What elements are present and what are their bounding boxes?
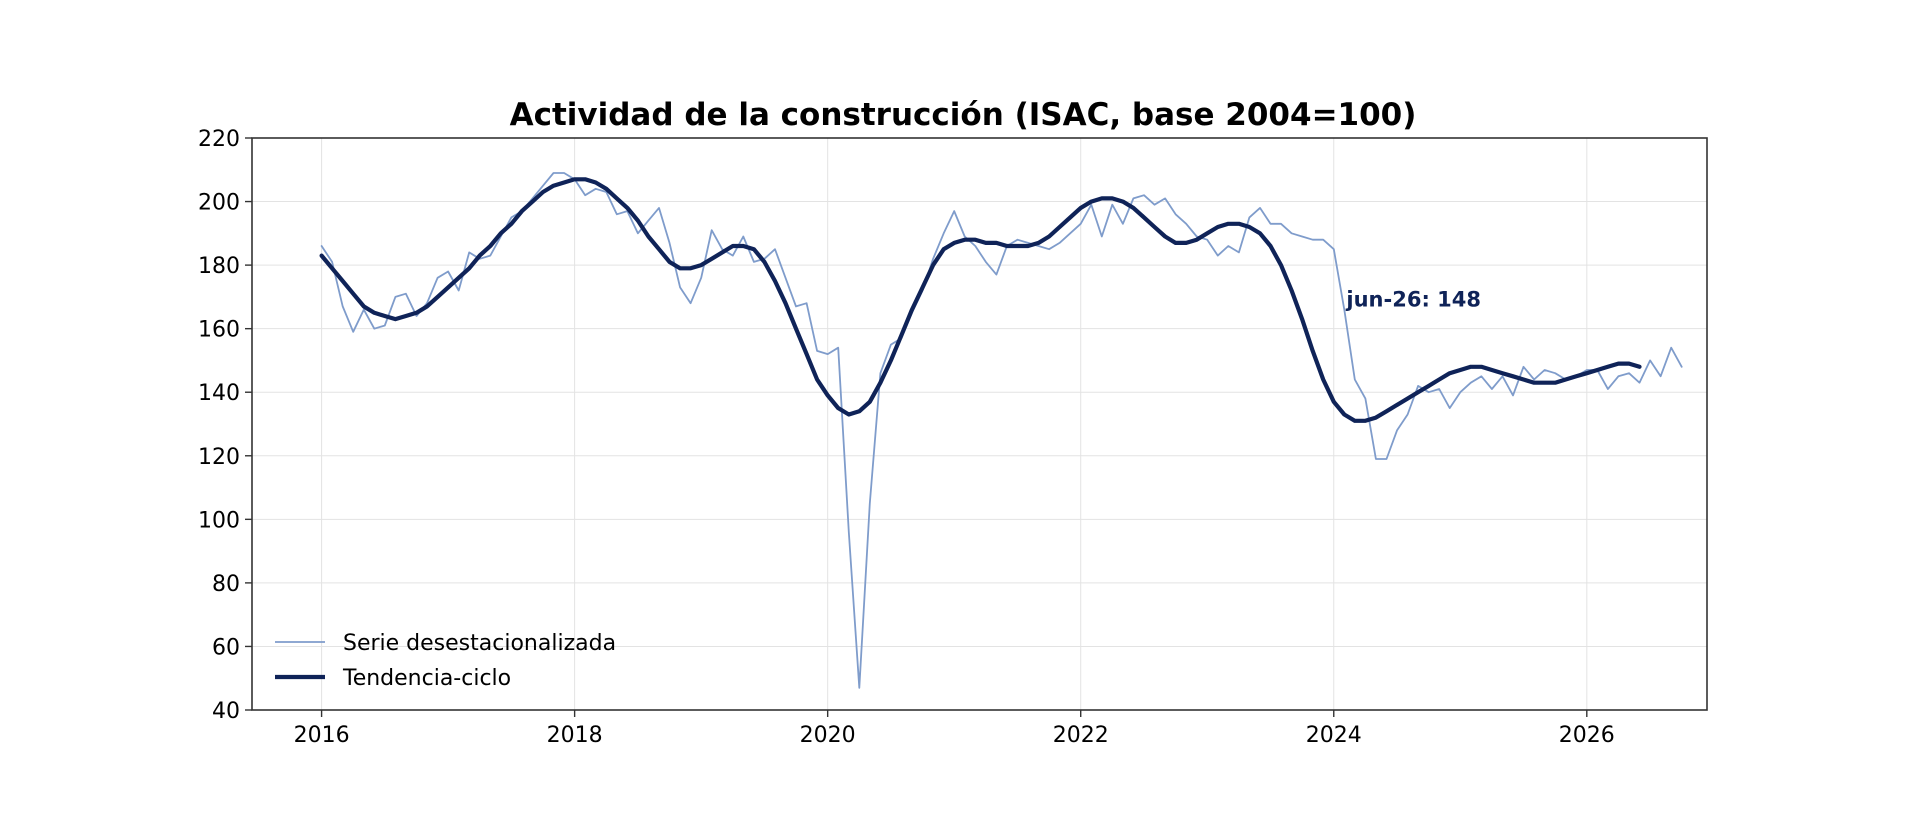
plot-frame [251, 137, 1708, 711]
y-tick-label: 100 [198, 508, 240, 533]
y-tick-label: 140 [198, 381, 240, 406]
y-tick-label: 180 [198, 254, 240, 279]
x-tick-label: 2022 [1053, 723, 1109, 748]
chart-title: Actividad de la construcción (ISAC, base… [510, 97, 1417, 133]
y-tick-label: 40 [212, 699, 240, 724]
y-tick-label: 160 [198, 318, 240, 343]
series-line-tendencia-ciclo [319, 177, 1642, 423]
y-tick-label: 120 [198, 445, 240, 470]
annotation-label: jun-26: 148 [1345, 287, 1481, 311]
annotation-layer: jun-26: 148 [1345, 287, 1481, 311]
x-tick-label: 2020 [800, 723, 856, 748]
grid-layer [252, 137, 1707, 711]
legend-label: Tendencia-ciclo [342, 666, 511, 691]
x-tick-label: 2018 [547, 723, 603, 748]
y-tick-label: 60 [212, 635, 240, 660]
series-line-desestacionalizada [320, 172, 1683, 689]
legend: Serie desestacionalizada Tendencia-ciclo [275, 631, 616, 691]
x-tick-label: 2026 [1559, 723, 1615, 748]
y-tick-label: 220 [198, 127, 240, 152]
legend-label: Serie desestacionalizada [343, 631, 616, 656]
tick-layer: 2016 2018 2020 2022 2024 2026 40 60 80 100 120 140 1… [198, 127, 1615, 748]
y-tick-label: 200 [198, 191, 240, 216]
x-tick-label: 2024 [1306, 723, 1362, 748]
y-tick-label: 80 [212, 572, 240, 597]
series-layer [319, 172, 1683, 689]
x-tick-label: 2016 [294, 723, 350, 748]
